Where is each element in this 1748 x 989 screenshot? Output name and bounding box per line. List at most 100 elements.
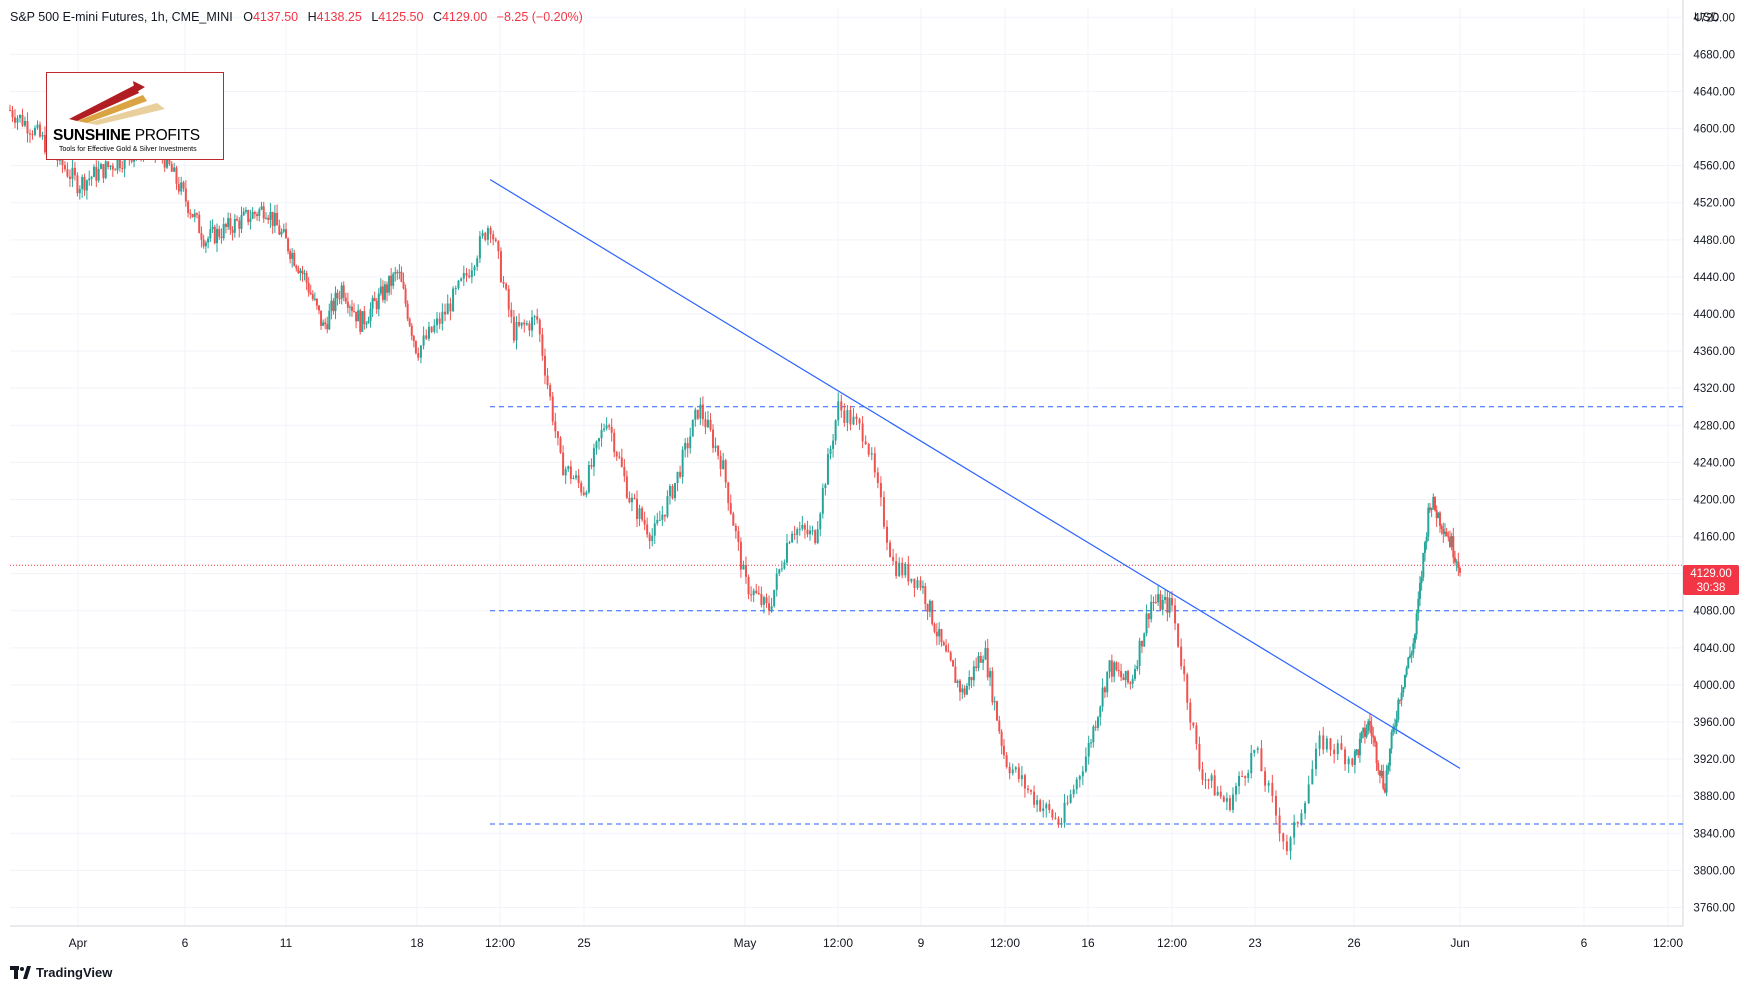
candle-body	[1094, 726, 1097, 728]
candle-body	[580, 482, 583, 493]
candle-body	[76, 175, 79, 194]
candle-body	[1351, 758, 1354, 766]
candle-body	[295, 265, 298, 269]
candle-body	[317, 305, 320, 311]
candle-body	[486, 228, 489, 240]
candle-body	[1417, 598, 1420, 614]
candle-body	[958, 680, 961, 693]
candle-body	[348, 306, 351, 308]
candle-body	[1113, 662, 1116, 677]
candle-body	[824, 484, 827, 489]
candle-body	[18, 114, 21, 118]
candle-body	[278, 225, 281, 235]
candle-body	[1213, 775, 1216, 796]
candle-body	[21, 114, 24, 126]
candle-body	[1011, 769, 1014, 774]
candle-body	[1207, 779, 1210, 781]
candle-body	[986, 648, 989, 678]
candle-body	[1225, 798, 1228, 802]
candle-body	[921, 586, 924, 588]
candle-body	[260, 206, 263, 210]
candle-body	[332, 300, 335, 312]
candle-body	[1108, 660, 1111, 672]
candle-body	[1440, 525, 1443, 529]
candle-body	[613, 432, 616, 453]
candle-body	[502, 281, 505, 284]
candle-body	[829, 448, 832, 455]
candle-body	[1377, 763, 1380, 771]
candle-body	[189, 212, 192, 215]
candle-body	[811, 530, 814, 532]
candle-body	[1385, 770, 1388, 793]
candle-body	[531, 317, 534, 331]
last-price-value: 4129.00	[1690, 568, 1732, 580]
candle-body	[193, 213, 196, 218]
candle-body	[1289, 837, 1292, 852]
candle-body	[328, 310, 331, 330]
candle-body	[1278, 815, 1281, 834]
candle-body	[505, 283, 508, 290]
candle-body	[444, 311, 447, 315]
candle-body	[363, 311, 366, 325]
candle-body	[1124, 671, 1127, 681]
candle-body	[995, 701, 998, 721]
candle-body	[419, 345, 422, 358]
candle-body	[541, 334, 544, 356]
candle-body	[931, 600, 934, 624]
candle-body	[1241, 775, 1244, 777]
candle-body	[1174, 605, 1177, 624]
candle-body	[1110, 660, 1113, 677]
candle-body	[507, 289, 510, 310]
candle-body	[1340, 743, 1343, 750]
candle-body	[204, 242, 207, 247]
candle-body	[85, 180, 88, 191]
currency-label: USD	[1694, 10, 1720, 24]
candle-body	[806, 529, 809, 535]
candle-body	[388, 275, 391, 293]
candle-body	[481, 232, 484, 237]
candle-body	[837, 401, 840, 421]
candle-body	[427, 326, 430, 339]
x-tick-label: 23	[1248, 936, 1262, 950]
tradingview-brand[interactable]: TradingView	[10, 965, 112, 980]
candle-body	[1177, 623, 1180, 647]
candle-body	[780, 568, 783, 570]
candle-body	[396, 272, 399, 274]
candle-body	[452, 288, 455, 312]
candle-body	[26, 121, 29, 134]
candle-body	[1397, 699, 1400, 720]
candle-body	[864, 441, 867, 445]
candle-body	[1147, 613, 1150, 620]
change-value: −8.25 (−0.20%)	[496, 10, 583, 24]
candle-body	[518, 321, 521, 326]
candle-body	[1459, 568, 1461, 573]
candle-body	[320, 310, 323, 326]
candle-body	[1438, 512, 1441, 526]
high-value: 4138.25	[316, 10, 362, 24]
candle-body	[489, 228, 492, 235]
candle-body	[1344, 749, 1347, 765]
candle-body	[23, 121, 26, 126]
candle-body	[706, 419, 709, 428]
candle-body	[993, 701, 996, 703]
candle-body	[478, 236, 481, 259]
candle-body	[1039, 800, 1042, 812]
candle-body	[1418, 583, 1421, 599]
candle-body	[1423, 542, 1426, 554]
candle-body	[803, 524, 806, 530]
candle-body	[1311, 769, 1314, 785]
candle-body	[425, 335, 428, 339]
close-label: C	[432, 10, 442, 24]
candle-body	[512, 316, 515, 341]
candle-body	[1375, 742, 1378, 764]
candle-body	[1106, 671, 1109, 693]
y-tick-label: 4640.00	[1693, 86, 1735, 98]
candle-body	[200, 233, 203, 240]
candle-body	[724, 460, 727, 483]
candle-body	[1293, 822, 1296, 838]
candle-body	[1186, 674, 1189, 703]
candle-body	[1304, 803, 1307, 814]
candle-body	[819, 513, 822, 530]
candle-body	[1140, 640, 1143, 647]
